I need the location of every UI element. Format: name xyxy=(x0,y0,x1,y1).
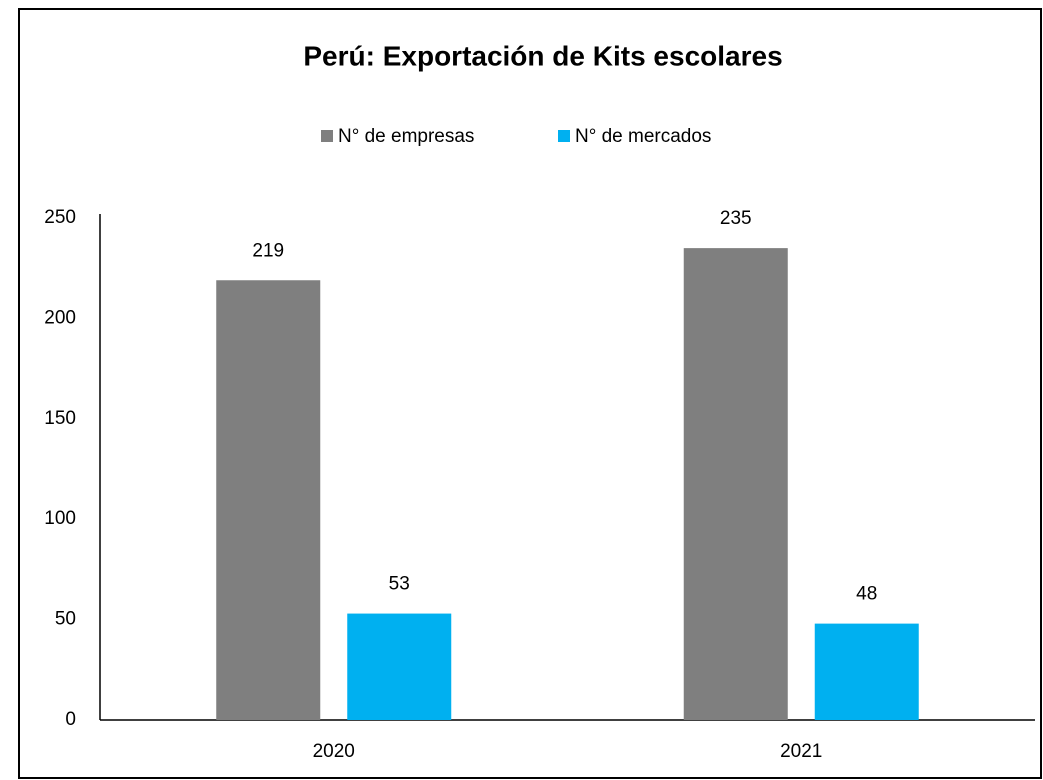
y-tick-label: 100 xyxy=(44,508,76,529)
y-tick-label: 50 xyxy=(55,609,76,630)
bar xyxy=(347,613,452,720)
bar xyxy=(814,623,919,720)
y-tick-label: 0 xyxy=(65,709,76,730)
bar xyxy=(683,248,788,720)
data-label: 53 xyxy=(389,574,410,595)
legend-label: N° de empresas xyxy=(338,126,474,147)
legend-swatch xyxy=(321,130,333,142)
y-tick-label: 200 xyxy=(44,307,76,328)
y-tick-label: 150 xyxy=(44,408,76,429)
x-tick-label: 2021 xyxy=(780,741,822,762)
bar xyxy=(216,280,321,720)
legend-swatch xyxy=(558,130,570,142)
data-label: 235 xyxy=(720,208,752,229)
chart-title: Perú: Exportación de Kits escolares xyxy=(303,40,782,71)
data-label: 219 xyxy=(252,240,284,261)
y-tick-label: 250 xyxy=(44,207,76,228)
data-label: 48 xyxy=(856,584,877,605)
legend-label: N° de mercados xyxy=(575,126,711,147)
x-tick-label: 2020 xyxy=(313,741,355,762)
